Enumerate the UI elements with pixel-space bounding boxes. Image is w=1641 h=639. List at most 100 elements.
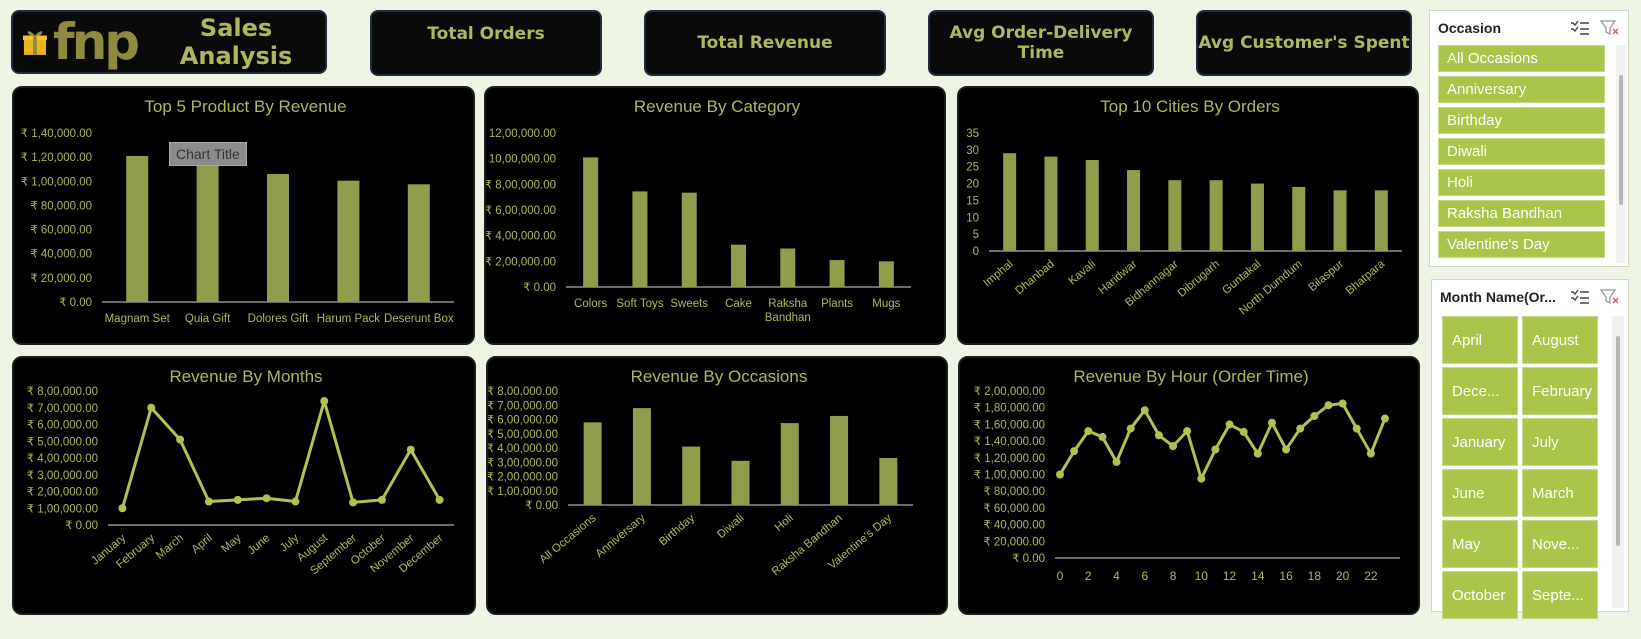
clear-filter-icon[interactable] [1600,20,1620,36]
y-tick-label: 10 [966,212,979,224]
x-tick-label: 18 [1308,569,1322,583]
x-tick-label: Magnam Set [105,313,171,325]
data-point [262,494,271,503]
y-tick-label: ₹ 0.00 [523,282,556,294]
bar [1374,190,1388,251]
x-tick-label: March [154,532,186,562]
x-tick-label: Cake [725,298,752,310]
clear-filter-icon[interactable] [1600,289,1620,305]
multi-select-icon[interactable] [1570,289,1590,305]
x-tick-label: July [278,532,302,554]
y-tick-label: ₹ 80,000.00 [30,200,92,212]
kpi-label: Avg Customer's Spent [1198,33,1410,53]
brand-banner: fnp Sales Analysis [11,10,327,74]
bar [829,260,845,287]
y-tick-label: ₹ 6,00,000.00 [488,415,558,427]
x-tick-label: Birthday [657,512,697,548]
scrollbar-thumb[interactable] [1619,75,1623,205]
chart-top-products: Top 5 Product By Revenue ₹ 0.00 ₹ 20,000.0… [21,97,454,325]
x-tick-label: 12 [1223,569,1237,583]
x-tick-label: Diwali [715,512,746,541]
slicer-item-raksha-bandhan[interactable]: Raksha Bandhan [1438,200,1605,227]
bar [1292,186,1306,251]
slicer-item-june[interactable]: June [1442,469,1518,517]
kpi-label: Avg Order-Delivery Time [949,23,1133,63]
chart-title: Revenue By Occasions [631,367,808,386]
chart-panel-hour[interactable]: Revenue By Hour (Order Time) ₹ 0.00 ₹ 20,0… [958,356,1420,615]
chart-title: Revenue By Category [634,97,801,116]
bar [830,415,849,505]
chart-category: Revenue By Category ₹ 0.00 ₹ 2,00,000.00 ₹ … [486,97,911,324]
data-point [1253,449,1262,458]
slicer-item-july[interactable]: July [1522,418,1598,466]
chart-panel-category[interactable]: Revenue By Category ₹ 0.00 ₹ 2,00,000.00 ₹ … [484,86,946,345]
slicer-item-diwali[interactable]: Diwali [1438,138,1605,165]
x-tick-label: Bilaspur [1306,258,1346,294]
x-tick-label: 10 [1195,569,1209,583]
data-point [1338,399,1347,408]
month-slicer: Month Name(Or... April August Dece... Febru… [1431,279,1629,619]
y-tick-label: ₹ 1,40,000.00 [974,436,1045,448]
slicer-item-february[interactable]: February [1522,367,1598,415]
y-tick-label: ₹ 80,000.00 [983,486,1045,498]
x-tick-label: 0 [1057,569,1064,583]
slicer-item-dece-[interactable]: Dece... [1442,367,1518,415]
chart-cities: Top 10 Cities By Orders 0 5 10 15 20 25 30 35 Imp… [966,97,1402,317]
data-point [1098,432,1107,441]
slicer-item-valentine-s-day[interactable]: Valentine's Day [1438,231,1605,258]
data-point [1112,457,1121,466]
kpi-total-orders[interactable]: Total Orders [370,10,602,76]
slicer-item-march[interactable]: March [1522,469,1598,517]
data-point [435,495,444,504]
kpi-total-revenue[interactable]: Total Revenue [644,10,886,76]
chart-panel-months[interactable]: Revenue By Months ₹ 0.00 ₹ 1,00,000.00 ₹ 2,… [12,356,476,615]
bar [407,184,430,302]
y-tick-label: ₹ 1,20,000.00 [21,152,92,164]
bar [878,261,894,287]
slicer-item-january[interactable]: January [1442,418,1518,466]
bar [126,155,149,302]
slicer-item-october[interactable]: October [1442,571,1518,619]
slicer-item-all-occasions[interactable]: All Occasions [1438,45,1605,72]
y-tick-label: ₹ 4,00,000.00 [27,453,98,465]
y-tick-label: ₹ 40,000.00 [30,249,92,261]
chart-panel-cities[interactable]: Top 10 Cities By Orders 0 5 10 15 20 25 30 35 Imp… [957,86,1419,345]
slicer-item-birthday[interactable]: Birthday [1438,107,1605,134]
y-tick-label: ₹ 0.00 [525,500,558,512]
multi-select-icon[interactable] [1570,20,1590,36]
kpi-label: Total Revenue [697,33,833,53]
x-tick-label: Plants [821,298,853,310]
slicer-item-april[interactable]: April [1442,316,1518,364]
x-tick-label: 8 [1170,569,1177,583]
chart-panel-top-products[interactable]: Top 5 Product By Revenue ₹ 0.00 ₹ 20,000.0… [12,86,475,345]
chart-panel-occasions[interactable]: Revenue By Occasions ₹ 0.00 ₹ 1,00,000.00 ₹… [486,356,948,615]
y-tick-label: ₹ 1,00,000.00 [27,503,98,515]
data-point [1126,424,1135,433]
y-tick-label: ₹ 60,000.00 [30,225,92,237]
bar [196,164,219,302]
slicer-item-septe-[interactable]: Septe... [1522,571,1598,619]
data-point [349,498,358,507]
kpi-avg-delivery-time[interactable]: Avg Order-Delivery Time [928,10,1154,76]
scrollbar[interactable] [1612,316,1624,608]
chart-title: Revenue By Months [169,367,322,386]
bar [1209,180,1223,251]
slicer-title: Occasion [1438,20,1502,36]
slicer-item-nove-[interactable]: Nove... [1522,520,1598,568]
slicer-item-may[interactable]: May [1442,520,1518,568]
slicer-item-august[interactable]: August [1522,316,1598,364]
y-tick-label: ₹ 4,00,000.00 [486,231,556,243]
bar [1333,190,1347,251]
scrollbar[interactable] [1616,45,1626,263]
fnp-logo: fnp [52,13,140,71]
slicer-item-holi[interactable]: Holi [1438,169,1605,196]
x-tick-label: 22 [1364,569,1378,583]
data-point [1381,414,1389,423]
kpi-avg-customer-spent[interactable]: Avg Customer's Spent [1196,10,1412,76]
x-tick-label: Harum Pack [317,313,381,325]
data-point [1197,474,1206,483]
y-tick-label: 20 [966,179,979,191]
scrollbar-thumb[interactable] [1616,336,1620,546]
slicer-item-anniversary[interactable]: Anniversary [1438,76,1605,103]
y-tick-label: ₹ 2,00,000.00 [486,256,556,268]
